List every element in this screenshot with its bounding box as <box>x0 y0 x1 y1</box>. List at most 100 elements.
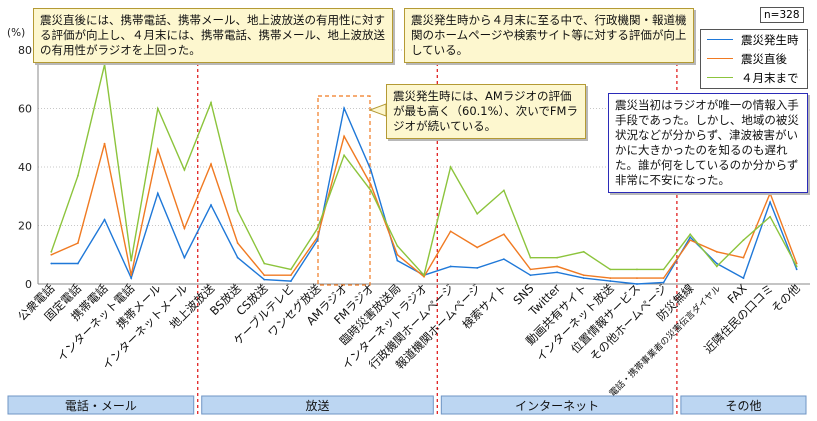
data-point <box>609 280 612 282</box>
data-point <box>263 278 266 281</box>
data-point <box>316 239 319 242</box>
legend-label: ４月末まで <box>741 70 799 85</box>
data-point <box>689 233 692 236</box>
data-point <box>795 265 798 268</box>
y-tick-label: 20 <box>18 220 32 233</box>
data-point <box>236 242 239 244</box>
data-point <box>556 265 559 268</box>
data-point <box>369 183 372 186</box>
data-point <box>449 166 452 168</box>
data-point <box>183 169 186 171</box>
data-point <box>130 274 133 277</box>
data-point <box>582 274 585 277</box>
data-point <box>183 256 186 259</box>
data-point <box>636 283 638 285</box>
data-point <box>529 274 532 277</box>
data-point <box>609 268 612 271</box>
data-point <box>476 246 479 249</box>
legend-label: 震災発生時 <box>741 32 799 47</box>
data-point <box>795 268 798 271</box>
data-point <box>715 262 718 265</box>
data-point <box>715 265 718 268</box>
data-point <box>50 250 53 253</box>
data-point <box>156 148 159 151</box>
group-bar <box>7 395 195 415</box>
legend-item-1: 震災直後 <box>701 49 807 68</box>
note-testimony: 震災当初はラジオが唯一の情報入手手段であった。しかし、地域の被災状況などが分から… <box>608 93 808 193</box>
data-point <box>396 253 399 256</box>
data-point <box>715 250 718 253</box>
axes: 0 20 40 60 80 (%) <box>7 27 39 291</box>
data-point <box>103 63 106 66</box>
series-lines <box>50 63 798 285</box>
data-point <box>130 277 133 280</box>
data-point <box>156 107 159 110</box>
data-point <box>77 242 79 244</box>
data-point <box>689 236 692 239</box>
data-point <box>449 265 452 268</box>
data-point <box>50 262 53 265</box>
group-label: 電話・メール <box>65 398 137 413</box>
data-point <box>449 230 452 233</box>
callout-pointer <box>368 103 387 117</box>
data-point <box>210 204 212 206</box>
data-point <box>210 101 212 104</box>
x-tick-label: その他 <box>769 281 804 316</box>
note-top-left: 震災直後には、携帯電話、携帯メール、地上波放送の有用性に対する評価が向上し、４月… <box>33 8 393 63</box>
legend-label: 震災直後 <box>741 51 787 66</box>
grid-lines <box>38 49 810 285</box>
data-point <box>210 163 212 165</box>
data-point <box>582 250 585 253</box>
data-point <box>263 262 266 265</box>
y-axis-unit: (%) <box>7 27 25 39</box>
data-point <box>396 259 399 262</box>
legend-item-0: 震災発生時 <box>701 30 807 49</box>
group-bars: 電話・メール 放送 インターネット その他 <box>7 395 807 415</box>
data-point <box>636 268 638 271</box>
data-point <box>662 268 665 271</box>
data-point <box>316 236 319 239</box>
group-label: その他 <box>725 399 761 413</box>
data-point <box>742 256 745 259</box>
data-point <box>423 274 425 277</box>
y-tick-label: 60 <box>18 103 32 116</box>
data-point <box>556 271 559 274</box>
y-tick-label: 0 <box>25 278 32 291</box>
group-bar <box>440 395 674 415</box>
data-point <box>476 212 479 215</box>
data-point <box>529 256 532 259</box>
data-point <box>742 239 745 242</box>
sample-size-label: n=328 <box>760 7 804 23</box>
data-point <box>289 268 292 271</box>
data-point <box>289 280 292 282</box>
data-point <box>689 239 692 242</box>
legend-swatch <box>707 77 733 78</box>
data-point <box>156 192 159 195</box>
data-point <box>769 215 771 218</box>
data-point <box>236 209 239 212</box>
data-point <box>502 233 505 236</box>
group-bar <box>201 395 434 415</box>
legend-item-2: ４月末まで <box>701 68 807 87</box>
data-point <box>529 268 532 271</box>
note-amradio: 震災発生時には、AMラジオの評価が最も高く（60.1%）、次いでFMラジオが続い… <box>386 84 586 139</box>
legend-swatch <box>707 39 733 40</box>
data-point <box>369 189 372 192</box>
data-point <box>476 267 479 269</box>
data-point <box>742 277 745 280</box>
data-point <box>289 274 292 277</box>
data-point <box>343 135 346 138</box>
data-point <box>103 218 106 221</box>
legend: 震災発生時 震災直後 ４月末まで <box>700 29 808 89</box>
data-point <box>396 245 399 247</box>
data-point <box>556 256 559 259</box>
data-point <box>77 174 79 177</box>
data-point <box>662 281 665 284</box>
y-tick-label: 40 <box>18 161 32 174</box>
note-top-mid: 震災発生時から４月末に至る中で、行政機関・報道機関のホームページや検索サイト等に… <box>404 8 694 63</box>
group-bar <box>680 395 807 415</box>
data-point <box>502 189 505 192</box>
group-label: 放送 <box>306 398 330 413</box>
